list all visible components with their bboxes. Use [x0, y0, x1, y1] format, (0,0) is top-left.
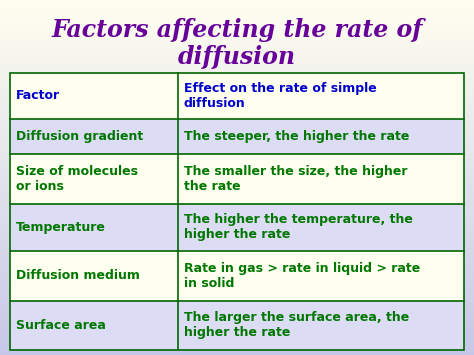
Text: Diffusion gradient: Diffusion gradient: [16, 130, 143, 143]
Bar: [178, 154, 464, 203]
Text: Temperature: Temperature: [16, 221, 106, 234]
Text: The larger the surface area, the
higher the rate: The larger the surface area, the higher …: [184, 311, 409, 339]
Text: The higher the temperature, the
higher the rate: The higher the temperature, the higher t…: [184, 213, 413, 241]
Bar: [10, 203, 178, 251]
Bar: [10, 73, 178, 119]
Text: Surface area: Surface area: [16, 319, 106, 332]
Bar: [178, 203, 464, 251]
Text: Size of molecules
or ions: Size of molecules or ions: [16, 165, 138, 193]
Bar: [10, 301, 178, 350]
Bar: [178, 73, 464, 119]
Text: diffusion: diffusion: [178, 45, 296, 69]
Bar: [178, 119, 464, 154]
Bar: [10, 73, 464, 350]
Text: Effect on the rate of simple
diffusion: Effect on the rate of simple diffusion: [184, 82, 377, 110]
Text: The smaller the size, the higher
the rate: The smaller the size, the higher the rat…: [184, 165, 408, 193]
Bar: [10, 251, 178, 301]
Text: The steeper, the higher the rate: The steeper, the higher the rate: [184, 130, 410, 143]
Text: Factor: Factor: [16, 89, 60, 102]
Bar: [178, 251, 464, 301]
Text: Rate in gas > rate in liquid > rate
in solid: Rate in gas > rate in liquid > rate in s…: [184, 262, 420, 290]
Text: Diffusion medium: Diffusion medium: [16, 269, 140, 282]
Text: Factors affecting the rate of: Factors affecting the rate of: [51, 18, 423, 42]
Bar: [178, 301, 464, 350]
Bar: [10, 119, 178, 154]
Bar: [10, 154, 178, 203]
